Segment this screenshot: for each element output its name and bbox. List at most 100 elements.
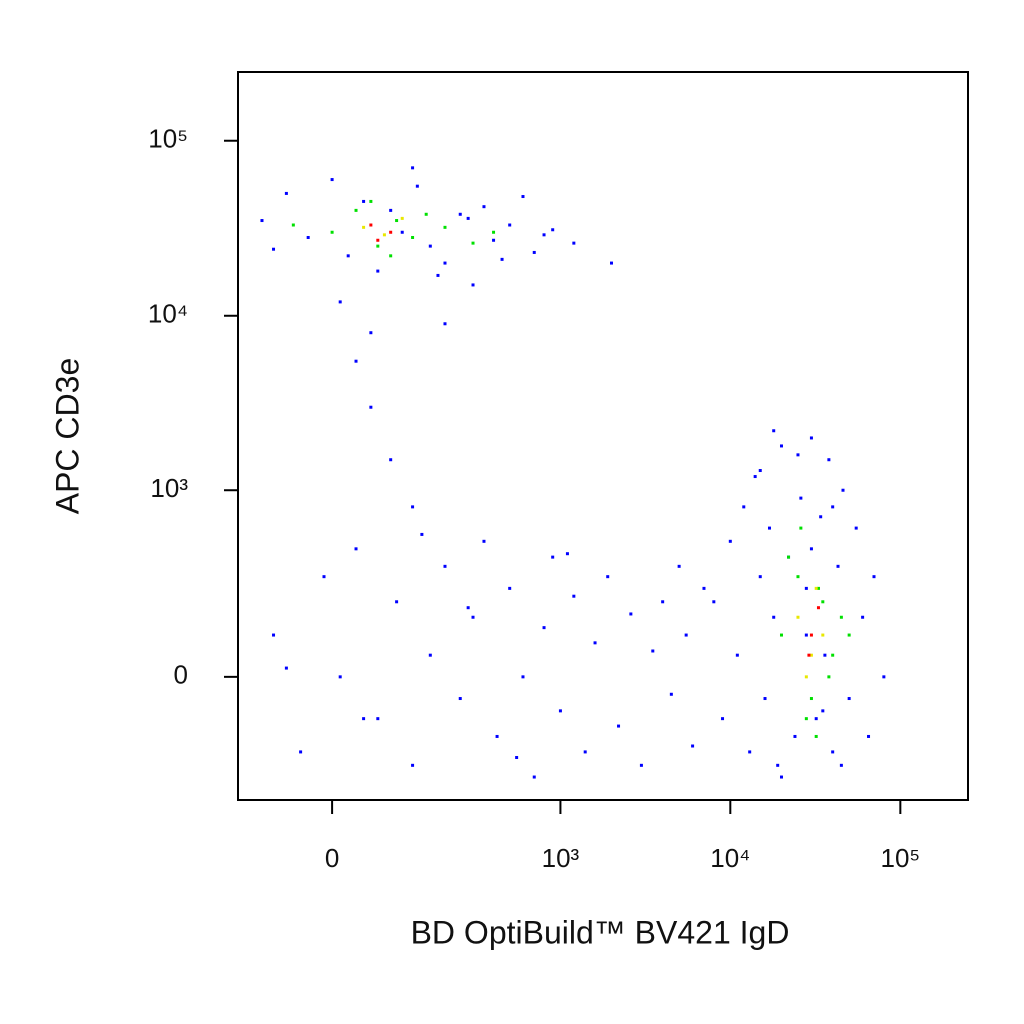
data-point	[411, 235, 415, 239]
data-point	[827, 458, 831, 462]
data-point	[796, 453, 800, 457]
data-point	[721, 717, 725, 721]
data-point	[330, 230, 334, 234]
data-point	[299, 750, 303, 754]
data-point	[823, 653, 827, 657]
data-point	[839, 615, 843, 619]
data-point	[809, 436, 813, 440]
data-point	[617, 724, 621, 728]
data-point	[651, 649, 655, 653]
data-point	[436, 273, 440, 277]
data-point	[466, 216, 470, 220]
data-point	[882, 675, 886, 679]
data-point	[389, 208, 393, 212]
data-point	[508, 223, 512, 227]
data-point	[395, 219, 399, 223]
data-point	[753, 475, 757, 479]
data-point	[565, 552, 569, 556]
data-point	[691, 744, 695, 748]
y-tick-label: 10⁴	[148, 299, 188, 329]
data-point	[458, 697, 462, 701]
data-point	[661, 600, 665, 604]
data-point	[606, 575, 610, 579]
data-point	[814, 717, 818, 721]
data-point	[551, 555, 555, 559]
y-tick-label: 0	[174, 660, 188, 690]
data-point	[684, 633, 688, 637]
data-point	[424, 212, 428, 216]
data-point	[728, 539, 732, 543]
data-point	[816, 586, 820, 590]
data-point	[748, 750, 752, 754]
data-point	[816, 606, 820, 610]
data-point	[443, 564, 447, 568]
data-point	[362, 199, 366, 203]
data-point	[804, 717, 808, 721]
data-point	[809, 653, 813, 657]
data-point	[814, 586, 818, 590]
data-point	[867, 734, 871, 738]
data-point	[369, 199, 373, 203]
data-point	[428, 653, 432, 657]
data-point	[411, 166, 415, 170]
data-point	[542, 626, 546, 630]
data-point	[610, 261, 614, 265]
data-point	[389, 230, 393, 234]
data-point	[551, 228, 555, 232]
data-point	[284, 191, 288, 195]
data-point	[821, 600, 825, 604]
data-point	[593, 641, 597, 645]
data-point	[793, 734, 797, 738]
data-point	[389, 254, 393, 258]
data-point	[819, 515, 823, 519]
data-point	[415, 184, 419, 188]
data-point	[821, 709, 825, 713]
data-point	[861, 615, 865, 619]
x-tick-label: 0	[325, 843, 339, 873]
x-tick-label: 10⁴	[710, 843, 750, 873]
data-point	[827, 675, 831, 679]
data-point	[521, 675, 525, 679]
data-point	[272, 633, 276, 637]
y-tick-label: 10³	[150, 473, 188, 503]
data-point	[443, 322, 447, 326]
data-point	[847, 633, 851, 637]
data-point	[831, 505, 835, 509]
data-point	[854, 526, 858, 530]
data-point	[796, 615, 800, 619]
data-point	[492, 238, 496, 242]
data-point	[809, 633, 813, 637]
data-point	[767, 526, 771, 530]
data-point	[583, 750, 587, 754]
plot-frame	[237, 71, 969, 801]
data-point	[558, 709, 562, 713]
data-point	[346, 254, 350, 258]
data-point	[799, 526, 803, 530]
data-point	[572, 241, 576, 245]
data-point	[482, 539, 486, 543]
data-point	[376, 717, 380, 721]
data-point	[362, 225, 366, 229]
data-point	[677, 564, 681, 568]
data-point	[807, 653, 811, 657]
data-point	[376, 244, 380, 248]
data-point	[272, 247, 276, 251]
data-point	[515, 756, 519, 760]
data-point	[395, 600, 399, 604]
data-point	[492, 230, 496, 234]
x-tick-label: 10³	[542, 843, 580, 873]
data-point	[376, 269, 380, 273]
data-point	[572, 594, 576, 598]
data-point	[839, 763, 843, 767]
data-point	[532, 250, 536, 254]
data-point	[841, 488, 845, 492]
data-point	[758, 469, 762, 473]
data-point	[776, 763, 780, 767]
x-axis-title: BD OptiBuild™ BV421 IgD	[411, 914, 790, 950]
data-point	[809, 547, 813, 551]
data-point	[796, 575, 800, 579]
data-point	[836, 564, 840, 568]
data-point	[443, 225, 447, 229]
data-point	[411, 763, 415, 767]
data-point	[629, 612, 633, 616]
